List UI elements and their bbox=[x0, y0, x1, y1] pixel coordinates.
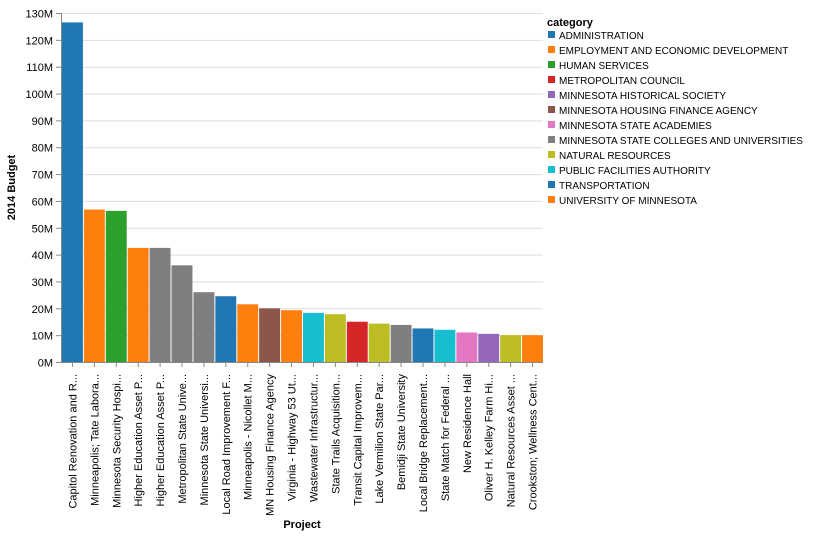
legend-label: MINNESOTA HOUSING FINANCE AGENCY bbox=[559, 106, 758, 117]
legend-label: METROPOLITAN COUNCIL bbox=[559, 76, 685, 87]
legend-label: MINNESOTA STATE ACADEMIES bbox=[559, 121, 712, 132]
bar bbox=[281, 310, 302, 362]
legend-swatch bbox=[548, 31, 555, 38]
bar bbox=[127, 247, 149, 362]
legend-swatch bbox=[548, 91, 555, 98]
legend-label: NATURAL RESOURCES bbox=[559, 151, 671, 162]
bar bbox=[434, 329, 456, 362]
x-tick-label: Local Bridge Replacement... bbox=[418, 374, 430, 512]
legend-title: category bbox=[547, 17, 594, 29]
x-tick-label: Higher Education Asset P... bbox=[133, 374, 145, 507]
bar bbox=[303, 312, 324, 362]
bar bbox=[215, 296, 237, 362]
x-tick-label: Transit Capital Improvem... bbox=[352, 374, 364, 506]
y-tick-label: 0M bbox=[38, 358, 53, 370]
y-tick-label: 10M bbox=[32, 331, 53, 343]
legend-swatch bbox=[548, 121, 555, 128]
x-tick-label: Bemidji State University bbox=[396, 374, 408, 491]
y-axis: 0M 10M 20M 30M 40M 50M 60M 70M 80M 90M 100M 110M 120… bbox=[25, 9, 62, 370]
y-tick-label: 50M bbox=[32, 223, 53, 235]
y-tick-label: 100M bbox=[25, 89, 53, 101]
legend-label: ADMINISTRATION bbox=[559, 31, 644, 42]
x-tick-label: Oliver H. Kelley Farm Hi... bbox=[484, 374, 496, 501]
legend: category ADMINISTRATION EMPLOYMENT AND EC… bbox=[547, 17, 803, 207]
legend-swatch bbox=[548, 61, 555, 68]
bar bbox=[390, 324, 412, 362]
bar bbox=[478, 333, 500, 362]
y-tick-label: 30M bbox=[32, 277, 53, 289]
bar bbox=[171, 265, 193, 362]
bar bbox=[62, 22, 83, 363]
y-tick-label: 120M bbox=[25, 35, 53, 47]
legend-swatch bbox=[548, 106, 555, 113]
bar bbox=[83, 209, 105, 362]
legend-swatch bbox=[548, 136, 555, 143]
legend-swatch bbox=[548, 166, 555, 173]
bar bbox=[346, 321, 368, 362]
y-tick-label: 20M bbox=[32, 304, 53, 316]
y-tick-label: 70M bbox=[32, 170, 53, 182]
bar bbox=[522, 335, 543, 362]
legend-swatch bbox=[548, 46, 555, 53]
x-axis: Capitol Renovation and R... Minneapolis; … bbox=[61, 362, 543, 516]
x-tick-label: Higher Education Asset P... bbox=[155, 374, 167, 507]
bar bbox=[237, 304, 259, 362]
x-tick-label: MN Housing Finance Agency bbox=[265, 374, 277, 516]
y-tick-label: 60M bbox=[32, 196, 53, 208]
bar bbox=[193, 292, 215, 362]
y-tick-label: 40M bbox=[32, 250, 53, 262]
y-tick-label: 80M bbox=[32, 143, 53, 155]
bar bbox=[324, 314, 346, 362]
bar bbox=[149, 247, 171, 362]
gridlines bbox=[61, 13, 543, 363]
legend-label: UNIVERSITY OF MINNESOTA bbox=[559, 196, 697, 207]
bar bbox=[456, 332, 478, 362]
y-axis-title: 2014 Budget bbox=[6, 154, 18, 220]
x-tick-label: Metropolitan State Unive... bbox=[177, 374, 189, 504]
x-tick-label: Minnesota Security Hospi... bbox=[111, 374, 123, 508]
y-tick-label: 90M bbox=[32, 116, 53, 128]
x-tick-label: New Residence Hall bbox=[462, 374, 474, 473]
legend-swatch bbox=[548, 151, 555, 158]
legend-swatch bbox=[548, 196, 555, 203]
y-tick-label: 130M bbox=[25, 9, 53, 21]
legend-swatch bbox=[548, 181, 555, 188]
x-tick-label: State Match for Federal ... bbox=[440, 374, 452, 501]
legend-label: MINNESOTA HISTORICAL SOCIETY bbox=[559, 91, 726, 102]
y-tick-label: 110M bbox=[26, 62, 53, 74]
bar bbox=[368, 323, 390, 362]
x-tick-label: State Trails Acquisition... bbox=[330, 374, 342, 494]
legend-swatch bbox=[548, 76, 555, 83]
x-tick-label: Crookston; Wellness Cent... bbox=[528, 374, 540, 510]
bars bbox=[62, 22, 543, 363]
x-tick-label: Local Road Improvement F... bbox=[221, 374, 233, 515]
x-tick-label: Virginia - Highway 53 Ut... bbox=[287, 374, 299, 501]
x-tick-label: Capitol Renovation and R... bbox=[67, 374, 79, 509]
x-axis-title: Project bbox=[283, 519, 321, 531]
bar bbox=[259, 308, 281, 362]
bar bbox=[105, 210, 127, 362]
x-tick-label: Minnesota State Universi... bbox=[199, 374, 211, 505]
legend-label: EMPLOYMENT AND ECONOMIC DEVELOPMENT bbox=[559, 46, 788, 57]
x-tick-label: Minneapolis - Nicollet M... bbox=[243, 374, 255, 500]
legend-label: HUMAN SERVICES bbox=[559, 61, 649, 72]
x-tick-label: Lake Vermilion State Par... bbox=[374, 374, 386, 504]
legend-label: TRANSPORTATION bbox=[559, 181, 650, 192]
legend-label: MINNESOTA STATE COLLEGES AND UNIVERSITIE… bbox=[559, 136, 803, 147]
legend-label: PUBLIC FACILITIES AUTHORITY bbox=[559, 166, 711, 177]
bar bbox=[500, 335, 522, 362]
x-tick-label: Natural Resources Asset ... bbox=[506, 374, 518, 507]
x-tick-label: Wastewater Infrastructur... bbox=[308, 374, 320, 502]
x-tick-label: Minneapolis; Tate Labora... bbox=[89, 374, 101, 506]
bar bbox=[412, 328, 434, 362]
